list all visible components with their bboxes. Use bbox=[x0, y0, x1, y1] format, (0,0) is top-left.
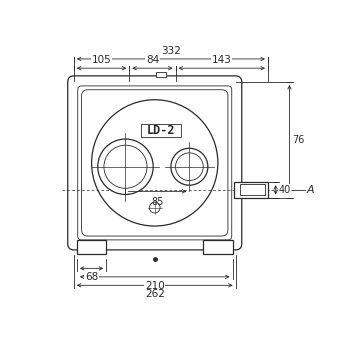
Text: 210: 210 bbox=[145, 281, 164, 291]
Text: 40: 40 bbox=[279, 185, 291, 195]
Text: 332: 332 bbox=[161, 46, 181, 56]
Bar bbox=[77, 240, 106, 254]
Text: 68: 68 bbox=[85, 272, 98, 282]
Circle shape bbox=[98, 139, 153, 195]
Text: LD-2: LD-2 bbox=[147, 124, 175, 137]
Text: 84: 84 bbox=[146, 55, 159, 65]
Text: 262: 262 bbox=[145, 289, 164, 299]
Text: 143: 143 bbox=[212, 55, 232, 65]
FancyBboxPatch shape bbox=[68, 76, 242, 250]
Circle shape bbox=[92, 100, 218, 226]
Text: 76: 76 bbox=[293, 135, 305, 145]
Bar bbox=[234, 182, 268, 197]
Text: 105: 105 bbox=[92, 55, 112, 65]
Bar bbox=[203, 240, 232, 254]
Text: A: A bbox=[307, 185, 314, 195]
Text: 85: 85 bbox=[151, 197, 163, 207]
Bar bbox=[240, 184, 265, 195]
Bar bbox=[141, 124, 181, 137]
Circle shape bbox=[175, 153, 203, 181]
Circle shape bbox=[171, 148, 208, 185]
Circle shape bbox=[149, 202, 160, 213]
Circle shape bbox=[104, 145, 147, 188]
Bar bbox=[155, 72, 166, 77]
FancyBboxPatch shape bbox=[78, 86, 232, 240]
FancyBboxPatch shape bbox=[82, 90, 228, 236]
